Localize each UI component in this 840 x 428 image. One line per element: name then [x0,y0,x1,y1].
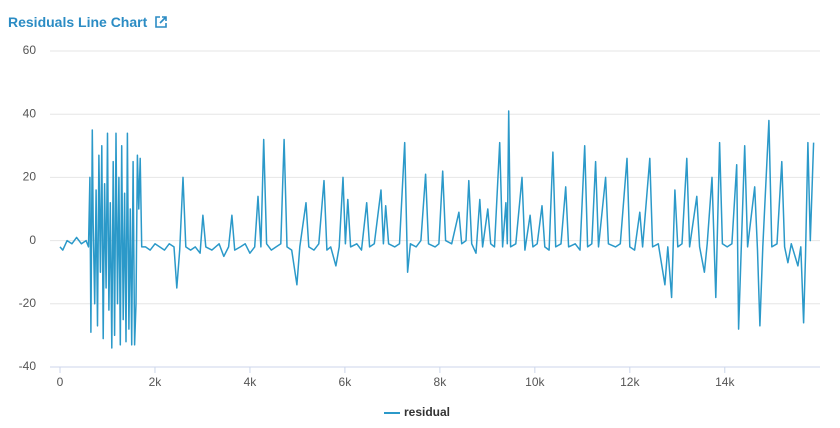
x-tick-label: 12k [620,375,640,389]
y-tick-label: 20 [23,170,37,184]
y-tick-label: 0 [29,233,36,247]
chart-title: Residuals Line Chart [8,14,148,30]
y-tick-label: 40 [23,106,37,120]
chart-title-row: Residuals Line Chart [8,14,167,30]
y-tick-label: -20 [19,296,37,310]
x-tick-label: 4k [244,375,258,389]
y-tick-label: -40 [19,359,37,373]
x-tick-label: 2k [149,375,163,389]
x-tick-label: 6k [339,375,353,389]
x-tick-label: 14k [715,375,735,389]
y-tick-label: 60 [23,43,37,57]
legend-label: residual [404,405,450,419]
series-line [59,110,815,349]
external-link-icon[interactable] [155,16,167,28]
x-tick-label: 0 [57,375,64,389]
x-tick-label: 8k [434,375,448,389]
x-tick-label: 10k [525,375,545,389]
